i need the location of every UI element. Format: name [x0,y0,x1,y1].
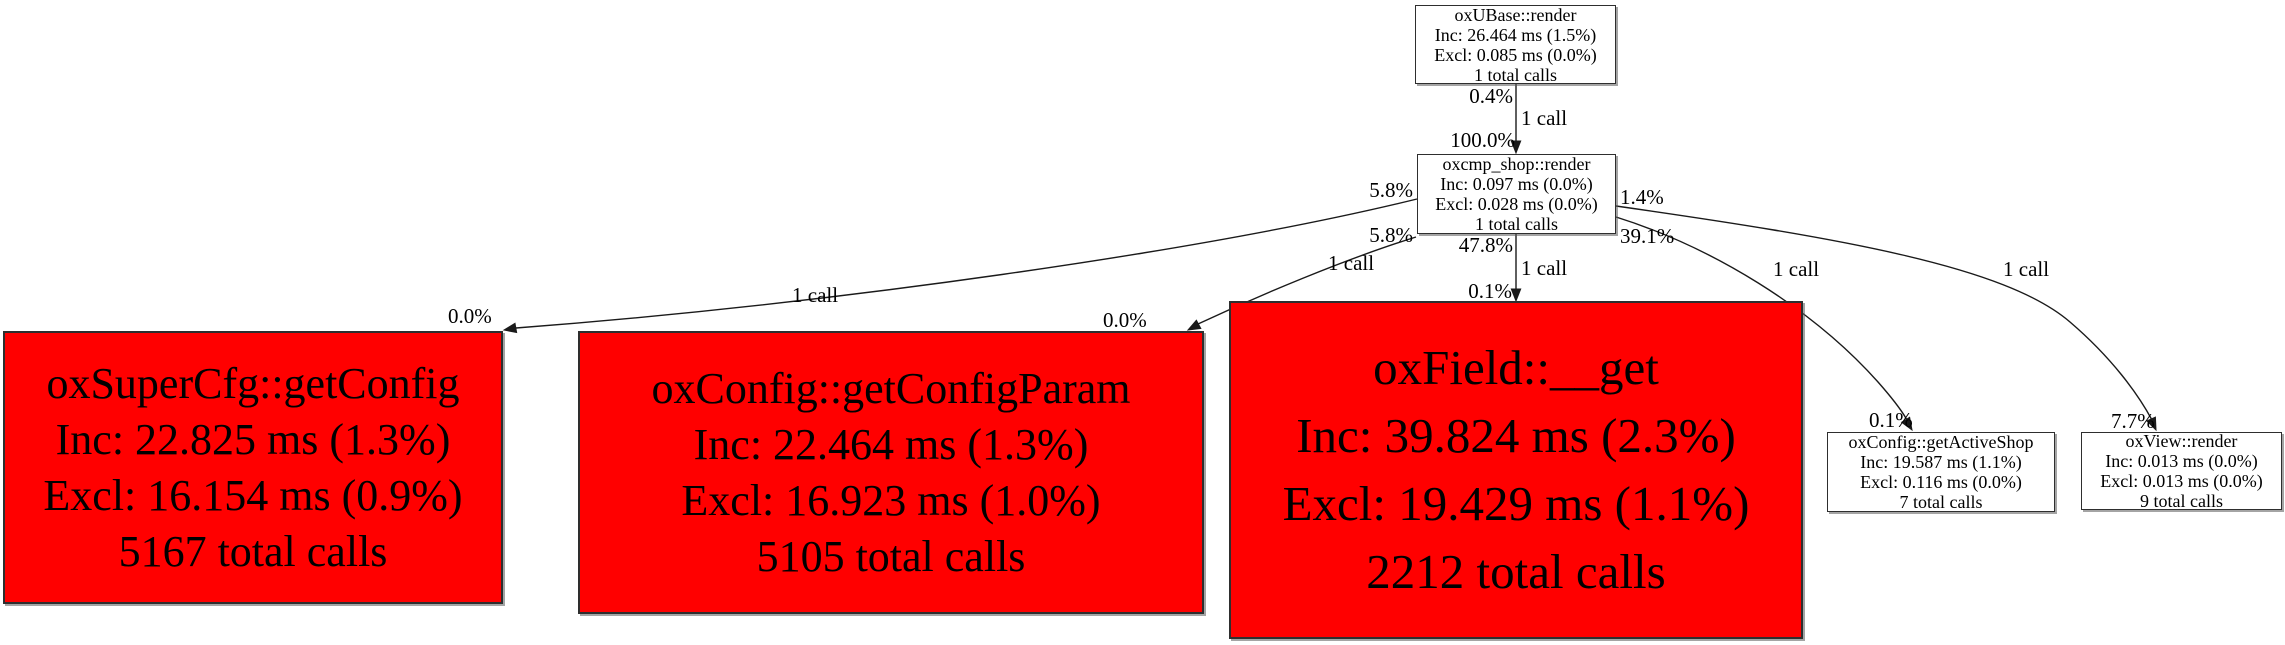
arrowhead-oxconfigparam [1186,319,1202,331]
edge-tail-percent: 0.4% [1469,84,1513,108]
node-title: oxUBase::render [1454,4,1577,25]
node-title: oxSuperCfg::getConfig [46,358,460,408]
node-inclusive-time: Inc: 0.097 ms (0.0%) [1440,174,1593,194]
node-exclusive-time: Excl: 0.116 ms (0.0%) [1860,472,2022,492]
node-oxfield-get: oxField::__get Inc: 39.824 ms (2.3%) Exc… [1229,301,1803,639]
edge-head-percent: 7.7% [2111,409,2155,433]
node-total-calls: 5167 total calls [118,526,388,576]
node-title: oxcmp_shop::render [1442,154,1591,174]
edge-call-count: 1 call [2003,257,2050,281]
node-title: oxConfig::getActiveShop [1848,432,2034,452]
node-exclusive-time: Excl: 16.923 ms (1.0%) [681,475,1101,525]
arrowhead-getactiveshop [1900,416,1913,432]
node-total-calls: 2212 total calls [1366,544,1666,599]
node-inclusive-time: Inc: 22.464 ms (1.3%) [693,419,1089,469]
edge-oxcmp-oxsupercfg [515,198,1418,329]
node-exclusive-time: Excl: 19.429 ms (1.1%) [1282,476,1750,531]
node-inclusive-time: Inc: 19.587 ms (1.1%) [1860,452,2022,472]
edge-tail-percent: 5.8% [1369,223,1413,247]
edge-call-count: 1 call [1773,257,1820,281]
node-oxconfig-getconfigparam: oxConfig::getConfigParam Inc: 22.464 ms … [578,331,1204,614]
node-inclusive-time: Inc: 39.824 ms (2.3%) [1296,408,1736,463]
arrowhead-oxview [2145,416,2157,432]
node-oxview-render: oxView::render Inc: 0.013 ms (0.0%) Excl… [2081,431,2282,511]
edge-oxcmp-getactiveshop [1615,216,1908,421]
node-oxsupercfg-getconfig: oxSuperCfg::getConfig Inc: 22.825 ms (1.… [3,331,503,604]
edge-head-percent: 100.0% [1450,128,1515,152]
edge-tail-percent: 47.8% [1458,233,1513,257]
node-inclusive-time: Inc: 26.464 ms (1.5%) [1434,24,1597,45]
node-inclusive-time: Inc: 0.013 ms (0.0%) [2105,451,2258,471]
edge-call-count: 1 call [1521,256,1568,280]
node-exclusive-time: Excl: 0.013 ms (0.0%) [2100,471,2263,491]
edge-tail-percent: 39.1% [1620,224,1675,248]
edge-call-count: 1 call [792,283,839,307]
node-title: oxField::__get [1373,340,1659,395]
arrowhead-oxfield [1510,288,1522,303]
node-exclusive-time: Excl: 0.085 ms (0.0%) [1434,44,1597,65]
node-title: oxConfig::getConfigParam [651,363,1131,413]
edge-tail-percent: 5.8% [1369,178,1413,202]
edge-head-percent: 0.0% [448,304,492,328]
node-total-calls: 9 total calls [2140,491,2223,511]
node-exclusive-time: Excl: 16.154 ms (0.9%) [43,470,463,520]
arrowhead-oxsupercfg [502,322,518,334]
edge-head-percent: 0.0% [1103,308,1147,332]
edge-tail-percent: 1.4% [1620,185,1664,209]
node-total-calls: 1 total calls [1475,214,1558,234]
edge-head-percent: 0.1% [1869,408,1913,432]
edge-oxcmp-oxview [1615,205,2153,421]
node-total-calls: 5105 total calls [756,531,1026,581]
node-oxconfig-getactiveshop: oxConfig::getActiveShop Inc: 19.587 ms (… [1827,432,2055,512]
node-exclusive-time: Excl: 0.028 ms (0.0%) [1435,194,1598,214]
node-inclusive-time: Inc: 22.825 ms (1.3%) [55,414,451,464]
edge-call-count: 1 call [1521,106,1568,130]
node-total-calls: 7 total calls [1899,492,1983,512]
edge-call-count: 1 call [1328,251,1375,275]
node-oxubase-render: oxUBase::render Inc: 26.464 ms (1.5%) Ex… [1415,4,1616,85]
arrowhead-oxcmp [1510,140,1522,155]
edge-oxcmp-oxconfigparam [1197,236,1417,325]
node-total-calls: 1 total calls [1474,64,1557,85]
node-oxcmp-shop-render: oxcmp_shop::render Inc: 0.097 ms (0.0%) … [1417,154,1616,234]
node-title: oxView::render [2125,431,2238,451]
edge-head-percent: 0.1% [1468,279,1512,303]
